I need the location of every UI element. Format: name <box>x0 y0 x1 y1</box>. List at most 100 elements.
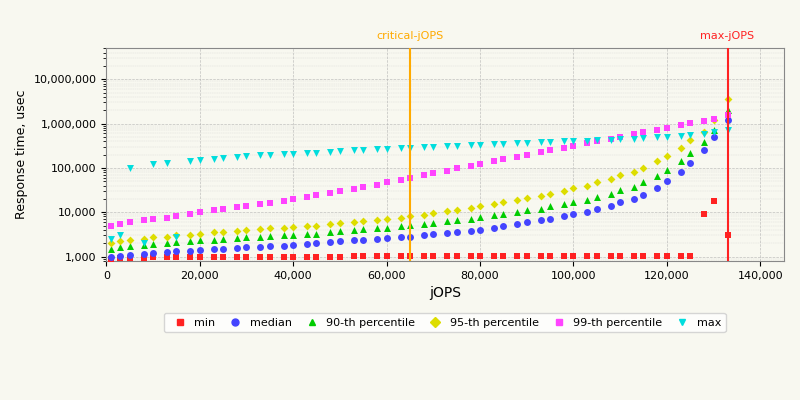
Point <box>403 234 416 240</box>
Point <box>418 232 430 238</box>
Point <box>403 253 416 260</box>
Point <box>604 191 617 197</box>
Point <box>278 232 290 238</box>
Point <box>637 135 650 141</box>
Point <box>614 133 626 140</box>
Point <box>427 210 440 216</box>
Text: critical-jOPS: critical-jOPS <box>376 30 443 40</box>
Point <box>651 127 664 133</box>
Point <box>441 253 454 260</box>
Point <box>721 107 734 114</box>
Point <box>161 160 174 166</box>
Point <box>544 253 557 259</box>
Point <box>464 253 477 260</box>
Point <box>534 192 547 199</box>
Point <box>590 253 603 259</box>
Point <box>324 239 337 246</box>
Point <box>254 201 267 208</box>
Point <box>721 96 734 103</box>
Point <box>558 201 570 208</box>
Point <box>230 204 243 210</box>
Point <box>558 253 570 259</box>
Point <box>567 138 580 144</box>
Point <box>614 187 626 194</box>
Point <box>581 253 594 259</box>
Point <box>674 132 687 139</box>
Point <box>324 190 337 196</box>
Point <box>394 177 407 183</box>
Point <box>217 236 230 242</box>
Point <box>357 184 370 190</box>
Point <box>590 194 603 200</box>
Point <box>347 219 360 226</box>
Point <box>217 206 230 212</box>
Point <box>146 241 159 247</box>
Point <box>487 212 500 218</box>
Point <box>380 179 393 186</box>
X-axis label: jOPS: jOPS <box>429 286 461 300</box>
Point <box>394 223 407 230</box>
Point <box>403 145 416 151</box>
Point <box>278 242 290 249</box>
Point <box>324 229 337 236</box>
Point <box>567 253 580 259</box>
Point <box>194 254 206 260</box>
Point <box>707 117 720 123</box>
Point <box>184 211 197 218</box>
Point <box>558 144 570 151</box>
Point <box>674 122 687 128</box>
Point <box>474 202 486 209</box>
Point <box>357 218 370 224</box>
Point <box>230 235 243 241</box>
Point <box>230 254 243 260</box>
Point <box>660 253 673 259</box>
Point <box>286 224 299 230</box>
Point <box>105 246 118 252</box>
Point <box>138 254 150 261</box>
Point <box>161 254 174 260</box>
Point <box>263 151 276 158</box>
Point <box>114 255 126 261</box>
Point <box>286 150 299 157</box>
Point <box>254 254 267 260</box>
Point <box>254 152 267 158</box>
Point <box>604 202 617 209</box>
Point <box>534 217 547 224</box>
Point <box>464 142 477 148</box>
Point <box>370 217 383 223</box>
Point <box>146 250 159 256</box>
Point <box>286 242 299 248</box>
Point <box>474 214 486 220</box>
Point <box>161 240 174 246</box>
Point <box>170 254 182 260</box>
Point <box>418 253 430 260</box>
Point <box>511 209 524 215</box>
Point <box>170 239 182 246</box>
Point <box>146 254 159 261</box>
Point <box>441 230 454 236</box>
Point <box>324 149 337 155</box>
Point <box>487 141 500 148</box>
Point <box>721 232 734 238</box>
Point <box>138 236 150 242</box>
Point <box>651 158 664 165</box>
Point <box>721 111 734 118</box>
Point <box>614 253 626 259</box>
Point <box>123 165 136 171</box>
Point <box>161 234 174 240</box>
Point <box>334 228 346 234</box>
Point <box>684 132 697 138</box>
Point <box>604 136 617 142</box>
Point <box>105 222 118 229</box>
Point <box>194 230 206 237</box>
Point <box>394 145 407 152</box>
Legend: min, median, 90-th percentile, 95-th percentile, 99-th percentile, max: min, median, 90-th percentile, 95-th per… <box>164 313 726 332</box>
Point <box>590 137 603 143</box>
Point <box>497 156 510 162</box>
Point <box>698 118 710 124</box>
Point <box>146 234 159 240</box>
Point <box>534 149 547 156</box>
Point <box>370 225 383 232</box>
Point <box>217 154 230 161</box>
Point <box>370 236 383 242</box>
